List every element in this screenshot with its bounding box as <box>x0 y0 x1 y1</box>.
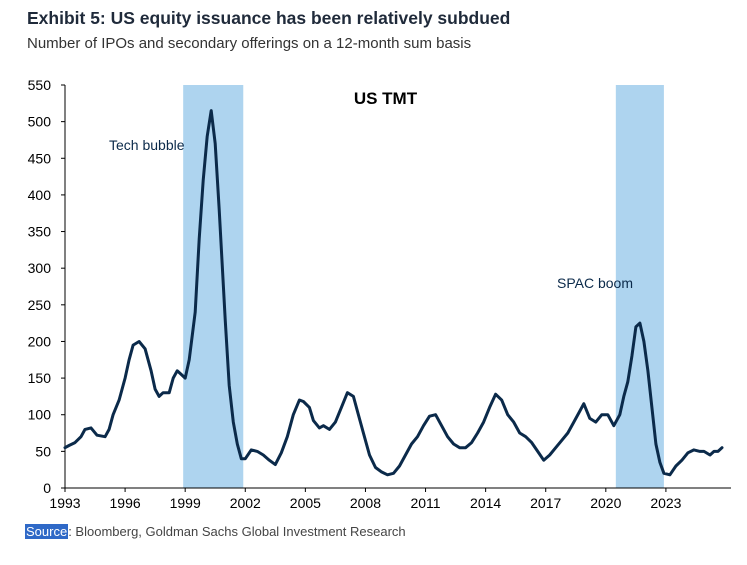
y-tick-label: 150 <box>28 370 52 386</box>
x-tick-label: 2020 <box>590 495 621 511</box>
y-tick-label: 0 <box>43 480 51 496</box>
x-tick-label: 2014 <box>470 495 501 511</box>
y-tick-label: 450 <box>28 150 52 166</box>
y-tick-label: 500 <box>28 114 52 130</box>
y-tick-label: 250 <box>28 297 52 313</box>
plot-title: US TMT <box>354 89 418 108</box>
source-text: : Bloomberg, Goldman Sachs Global Invest… <box>68 524 406 539</box>
y-tick-label: 100 <box>28 407 52 423</box>
x-tick-label: 1996 <box>110 495 141 511</box>
x-tick-label: 2002 <box>230 495 261 511</box>
x-tick-label: 1993 <box>49 495 80 511</box>
source-label: Source <box>25 524 69 539</box>
y-tick-label: 50 <box>35 443 51 459</box>
x-tick-label: 2023 <box>650 495 681 511</box>
x-tick-label: 1999 <box>170 495 201 511</box>
x-tick-label: 2017 <box>530 495 561 511</box>
x-tick-label: 2011 <box>410 495 440 511</box>
source-note: Source: Bloomberg, Goldman Sachs Global … <box>25 524 406 539</box>
annotation-spac-boom: SPAC boom <box>557 275 633 291</box>
chart-title: Exhibit 5: US equity issuance has been r… <box>27 8 511 28</box>
x-tick-label: 2008 <box>350 495 381 511</box>
y-tick-label: 300 <box>28 260 52 276</box>
y-tick-label: 550 <box>28 77 52 93</box>
y-tick-label: 200 <box>28 333 52 349</box>
y-tick-label: 350 <box>28 224 52 240</box>
series-line-us-tmt <box>63 109 724 477</box>
chart-subtitle: Number of IPOs and secondary offerings o… <box>27 35 472 52</box>
annotation-tech-bubble: Tech bubble <box>109 137 185 153</box>
y-tick-label: 400 <box>28 187 52 203</box>
x-tick-label: 2005 <box>290 495 321 511</box>
shaded-period-spac-boom <box>615 85 664 488</box>
